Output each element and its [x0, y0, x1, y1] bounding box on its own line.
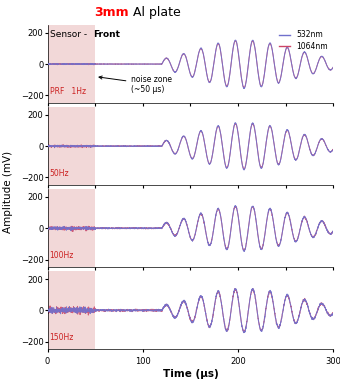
X-axis label: Time (μs): Time (μs)	[163, 369, 218, 379]
Text: PRF   1Hz: PRF 1Hz	[50, 87, 86, 96]
Text: 100Hz: 100Hz	[50, 251, 74, 260]
Bar	[48, 25, 95, 103]
Text: Al plate: Al plate	[129, 6, 181, 19]
Text: 50Hz: 50Hz	[50, 169, 69, 178]
Text: 3mm: 3mm	[95, 6, 129, 19]
Text: 150Hz: 150Hz	[50, 333, 74, 342]
Bar	[48, 189, 95, 267]
Text: Sensor -: Sensor -	[50, 30, 90, 40]
Text: Amplitude (mV): Amplitude (mV)	[3, 151, 13, 233]
Text: noise zone
(~50 μs): noise zone (~50 μs)	[99, 74, 172, 94]
Bar	[48, 107, 95, 185]
Text: Front: Front	[93, 30, 120, 40]
Legend: 532nm, 1064nm: 532nm, 1064nm	[277, 29, 329, 52]
Bar	[48, 271, 95, 349]
